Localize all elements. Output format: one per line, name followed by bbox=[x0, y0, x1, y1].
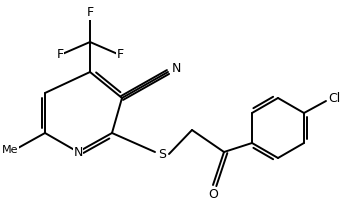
Text: F: F bbox=[87, 7, 94, 19]
Text: S: S bbox=[158, 148, 166, 161]
Text: F: F bbox=[56, 48, 64, 62]
Text: Cl: Cl bbox=[328, 92, 340, 104]
Text: Me: Me bbox=[2, 145, 18, 155]
Text: F: F bbox=[116, 48, 123, 62]
Text: N: N bbox=[73, 145, 83, 159]
Text: N: N bbox=[171, 62, 181, 76]
Text: O: O bbox=[208, 189, 218, 201]
